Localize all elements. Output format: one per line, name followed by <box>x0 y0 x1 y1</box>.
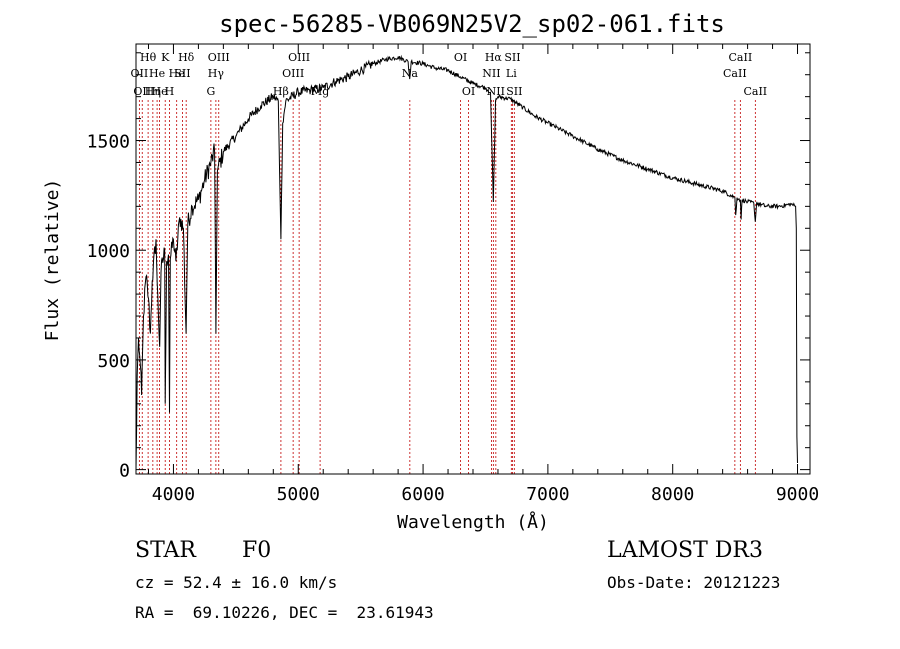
x-axis-label: Wavelength (Å) <box>397 511 549 533</box>
line-marker-label: NII <box>487 85 505 98</box>
line-marker-label: H <box>165 85 175 98</box>
line-marker-label: K <box>161 51 170 64</box>
line-marker-label: SII <box>174 67 190 80</box>
y-axis-label: Flux (relative) <box>42 179 63 342</box>
y-tick-label: 1500 <box>87 132 130 153</box>
line-marker-label: OI <box>454 51 467 64</box>
line-marker-label: OII <box>131 67 149 80</box>
star-class: STAR <box>135 538 196 563</box>
y-tick-label: 1000 <box>87 241 130 262</box>
flux-series-line <box>135 54 798 470</box>
line-marker-label: Hα <box>485 51 503 64</box>
x-tick-label: 8000 <box>651 484 694 505</box>
line-marker-label: SII <box>506 85 522 98</box>
line-marker-label: Hδ <box>178 51 195 64</box>
line-marker-label: Hγ <box>208 67 225 80</box>
x-tick-label: 4000 <box>152 484 195 505</box>
line-marker-label: Hβ <box>273 85 289 98</box>
line-marker-label: OIII <box>282 67 304 80</box>
y-tick-label: 0 <box>119 461 130 482</box>
chart-title: spec-56285-VB069N25V2_sp02-061.fits <box>219 10 725 38</box>
star-subclass: F0 <box>242 538 272 563</box>
line-marker-label: CaII <box>723 67 747 80</box>
line-marker-label: OI <box>462 85 475 98</box>
y-tick-label: 500 <box>97 351 130 372</box>
line-marker-label: NII <box>482 67 500 80</box>
x-tick-label: 6000 <box>401 484 444 505</box>
line-marker-label: He <box>169 67 185 80</box>
line-marker-label: He <box>149 67 165 80</box>
plot-frame <box>135 43 811 475</box>
line-marker-label: Hη <box>145 85 161 98</box>
line-marker-label: He <box>152 85 168 98</box>
line-marker-label: OIII <box>288 51 310 64</box>
obs-date-text: Obs-Date: 20121223 <box>607 573 781 592</box>
line-marker-label: G <box>206 85 215 98</box>
line-marker-label: Hθ <box>140 51 157 64</box>
x-tick-label: 9000 <box>776 484 819 505</box>
survey-label: LAMOST DR3 <box>607 538 763 563</box>
line-marker-label: OII <box>133 85 151 98</box>
x-tick-label: 7000 <box>526 484 569 505</box>
x-tick-label: 5000 <box>277 484 320 505</box>
axis-ticks: 4000 5000 6000 7000 8000 9000 0 500 1000 1500 <box>87 44 819 505</box>
line-marker-label: CaII <box>729 51 753 64</box>
line-marker-label: Li <box>506 67 517 80</box>
radec-text: RA = 69.10226, DEC = 23.61943 <box>135 603 434 622</box>
line-marker-label: CaII <box>743 85 767 98</box>
line-marker-label: OIII <box>208 51 230 64</box>
redshift-text: cz = 52.4 ± 16.0 km/s <box>135 573 338 592</box>
line-marker-label: SII <box>504 51 520 64</box>
line-markers: OIIOIIHθHηHeHeKHHeSIIHδGHγOIIIHβOIIIOIII… <box>131 51 767 474</box>
